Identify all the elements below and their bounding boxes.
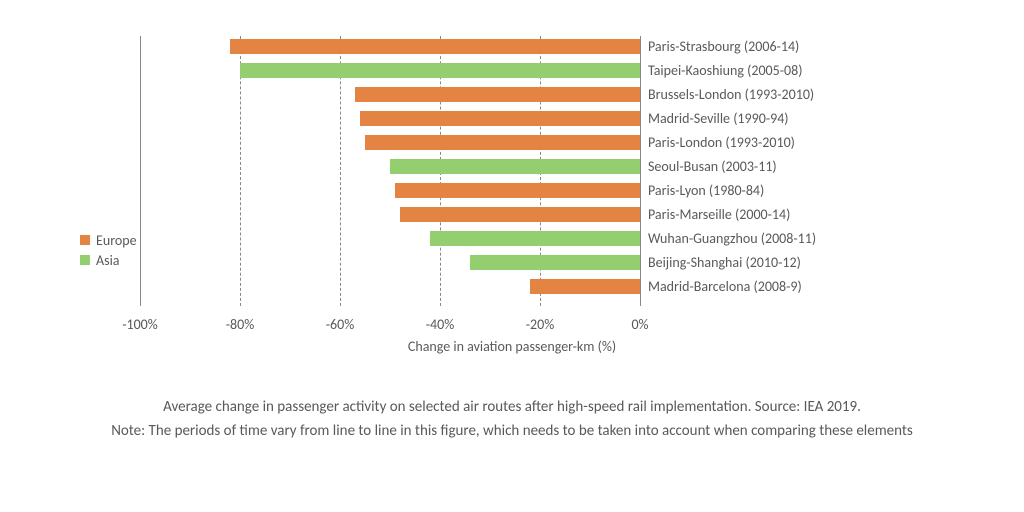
bar [395,183,640,198]
legend-label-europe: Europe [96,232,137,249]
legend-label-asia: Asia [96,252,120,269]
bar-label: Paris-London (1993-2010) [648,134,795,151]
bar [470,255,640,270]
bar-label: Madrid-Barcelona (2008-9) [648,278,802,295]
bar-row: Paris-Lyon (1980-84) [140,180,640,204]
x-tick-label: -20% [526,316,555,333]
bar-row: Paris-Marseille (2000-14) [140,204,640,228]
bar-label: Paris-Marseille (2000-14) [648,206,790,223]
x-tick-label: -40% [426,316,455,333]
plot-area: -100%-80%-60%-40%-20%0%Paris-Strasbourg … [140,36,640,306]
x-tick-label: -80% [226,316,255,333]
x-axis-title-text: Change in aviation passenger-km (%) [408,338,616,355]
bar-row: Madrid-Seville (1990-94) [140,108,640,132]
bar-label: Brussels-London (1993-2010) [648,86,814,103]
bar-row: Beijing-Shanghai (2010-12) [140,252,640,276]
bar [355,87,640,102]
chart-container: Europe Asia -100%-80%-60%-40%-20%0%Paris… [80,36,944,366]
bar [430,231,640,246]
bar-label: Seoul-Busan (2003-11) [648,158,777,175]
caption-line-1: Average change in passenger activity on … [0,398,1024,416]
bar [400,207,640,222]
x-tick-label: -60% [326,316,355,333]
bar-label: Wuhan-Guangzhou (2008-11) [648,230,816,247]
legend-swatch-asia [80,255,90,265]
bar-row: Taipei-Kaoshiung (2005-08) [140,60,640,84]
bar [530,279,640,294]
bar-label: Beijing-Shanghai (2010-12) [648,254,801,271]
caption-line-2: Note: The periods of time vary from line… [0,422,1024,440]
bar-row: Brussels-London (1993-2010) [140,84,640,108]
bar-row: Madrid-Barcelona (2008-9) [140,276,640,300]
bar-row: Wuhan-Guangzhou (2008-11) [140,228,640,252]
bar-row: Seoul-Busan (2003-11) [140,156,640,180]
bar [390,159,640,174]
bar-label: Paris-Lyon (1980-84) [648,182,764,199]
bar [360,111,640,126]
bar-row: Paris-Strasbourg (2006-14) [140,36,640,60]
bar-label: Madrid-Seville (1990-94) [648,110,789,127]
legend-swatch-europe [80,235,90,245]
gridline [640,36,641,306]
x-tick-label: -100% [122,316,158,333]
bar-label: Taipei-Kaoshiung (2005-08) [648,62,802,79]
bar [365,135,640,150]
bar [240,63,640,78]
x-tick-label: 0% [631,316,648,333]
bar [230,39,640,54]
x-axis-title: Change in aviation passenger-km (%) [80,338,944,355]
bar-label: Paris-Strasbourg (2006-14) [648,38,799,55]
bar-row: Paris-London (1993-2010) [140,132,640,156]
